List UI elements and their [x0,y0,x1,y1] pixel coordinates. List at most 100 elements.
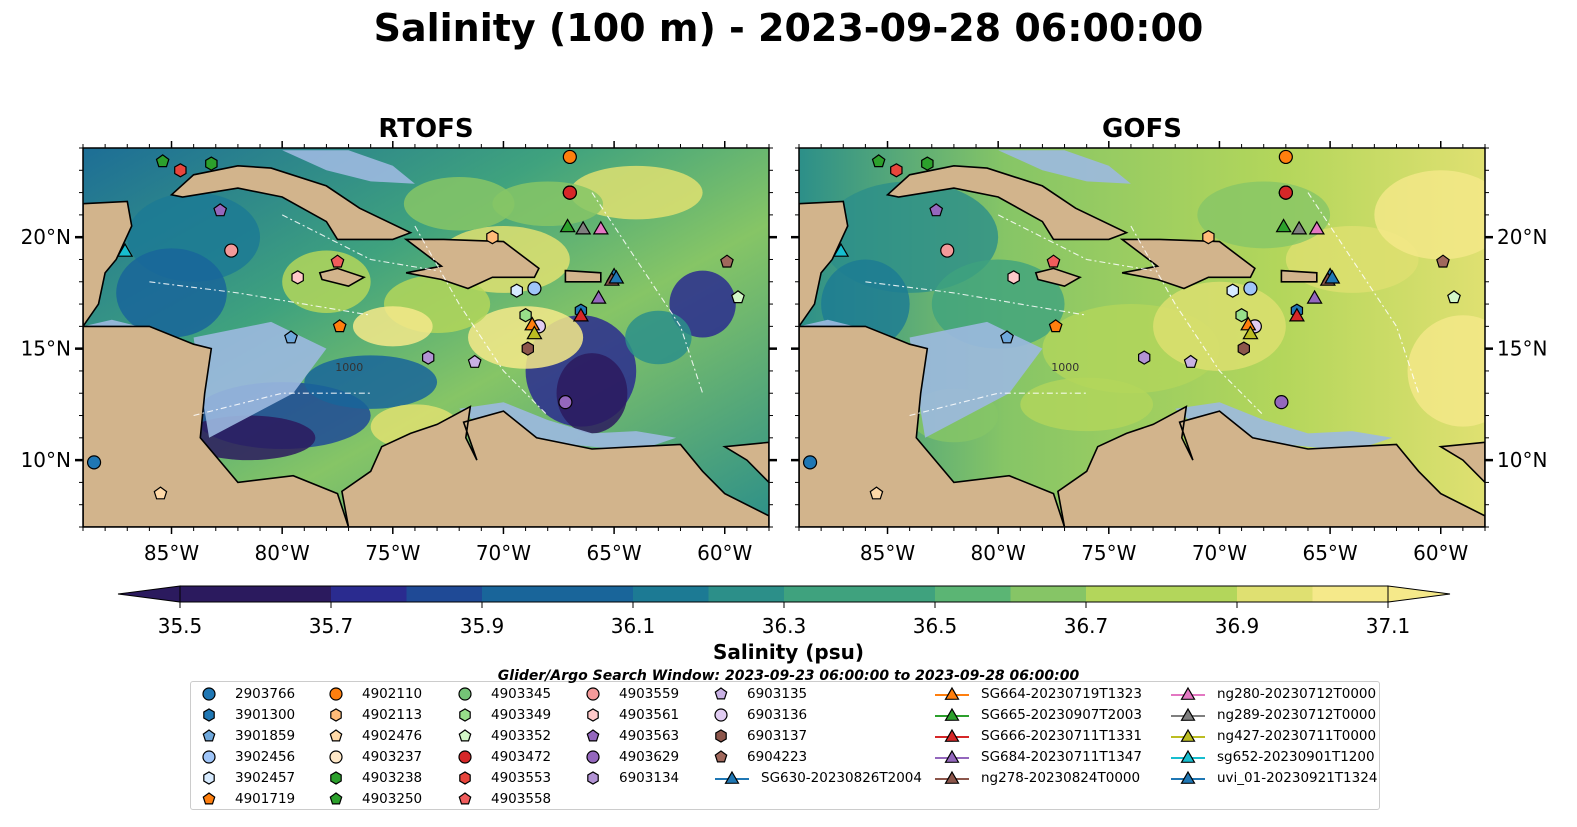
legend-label: 4903629 [619,749,680,765]
legend-marker [203,708,215,722]
legend-symbol [202,687,216,701]
legend-symbol [330,708,342,722]
legend-marker [330,771,342,785]
platform-marker [86,455,102,470]
legend-label: 4903472 [491,749,552,765]
boundary-line [865,281,1087,316]
y-tick-label: 20°N [21,225,71,249]
colorbar-segment [331,586,407,602]
platform-marker [1306,289,1323,304]
x-tick-label: 85°W [144,541,199,565]
platform-marker [572,307,589,322]
boundary-line [193,392,371,417]
map-frame [798,147,1486,528]
salinity-region [931,259,1065,349]
rtofs-map: 1000 [83,148,769,527]
legend-label: 6903137 [747,728,808,744]
legend-label: SG665-20230907T2003 [981,707,1142,723]
legend-label: 4903352 [491,728,552,744]
salinity-eddy [556,353,628,434]
legend-marker [329,687,343,701]
x-tick-label: 75°W [1081,541,1136,565]
figure-title: Salinity (100 m) - 2023-09-28 06:00:00 [373,6,1204,50]
land-puertoRico [1280,269,1318,283]
legend-symbol [587,708,599,722]
salinity-eddy [352,306,433,347]
legend-symbol [935,770,969,784]
legend-marker [944,749,960,763]
colorbar-segment [1312,586,1389,602]
legend-marker [714,687,728,700]
platform-marker [1226,283,1240,298]
legend-symbol [586,687,600,701]
colorbar-tick-label: 36.7 [1064,614,1109,638]
colorbar-tick-label: 36.1 [611,614,656,638]
platform-marker [1278,149,1293,165]
legend-label: 4903561 [619,707,680,723]
legend-marker [586,750,600,764]
legend-symbol [458,750,472,764]
legend-symbol [203,771,215,785]
contour-label: 1000 [1051,361,1079,374]
colorbar-tick-label: 36.5 [913,614,958,638]
land-cuba [169,164,413,241]
legend-symbol [329,687,343,701]
platform-marker [213,203,228,217]
legend-marker [724,770,740,784]
land-cuba [885,164,1129,241]
colorbar-segment [180,586,256,602]
land-puertoRico [564,269,602,283]
platform-marker [291,270,304,285]
colorbar-segment [1237,586,1313,602]
platform-marker [422,350,435,365]
legend-label: uvi_01-20230921T1324 [1217,770,1378,786]
salinity-region [1407,315,1485,427]
legend-symbol [458,687,472,701]
salinity-region [1374,170,1485,260]
platform-marker [1000,330,1014,344]
platform-marker [526,325,543,340]
platform-marker [1447,290,1461,304]
x-tick-label: 60°W [1413,541,1468,565]
legend-symbol [458,729,472,742]
platform-marker [1288,307,1305,322]
salinity-eddy [669,270,736,338]
platform-marker [871,154,886,168]
legend-label: 4903250 [362,791,423,807]
platform-marker [1243,281,1258,296]
land-centralAmerica [799,325,1066,527]
contour-label: 1000 [335,361,363,374]
platform-marker [153,486,168,500]
salinity-eddy [116,248,227,338]
colorbar-extend-high [1387,585,1451,603]
x-tick-label: 70°W [1192,541,1247,565]
legend-symbol [1171,686,1205,700]
legend-label: 4903345 [491,686,552,702]
legend-symbol [935,749,969,763]
legend-marker [458,750,472,764]
platform-marker [1202,230,1215,245]
shelf-bahamas [282,150,415,184]
legend-label: SG666-20230711T1331 [981,728,1142,744]
legend-label: SG684-20230711T1347 [981,749,1142,765]
platform-marker [205,156,218,171]
land-yucatan [799,200,849,328]
colorbar-segment [406,586,483,602]
legend-label: 4903558 [491,791,552,807]
legend-label: 4902110 [362,686,423,702]
shelf-bahamas [998,150,1131,184]
legend-symbol [714,708,728,722]
axes-layer: 85°W 80°W 75°W 70°W 65°W 60°W 10°N 15°N 20°N 85°W… [21,141,1547,565]
platform-marker [174,163,187,178]
colorbar-segment [784,586,860,602]
legend-marker [944,707,960,721]
platform-marker [332,319,347,333]
land-southAmerica [341,405,769,527]
colorbar-segment [935,586,1011,602]
legend-symbol [329,792,343,805]
legend-label: 2903766 [235,686,296,702]
platform-marker [519,308,532,323]
platform-marker [590,289,607,304]
boundary-line [909,392,1087,417]
boundary-line [414,225,549,416]
